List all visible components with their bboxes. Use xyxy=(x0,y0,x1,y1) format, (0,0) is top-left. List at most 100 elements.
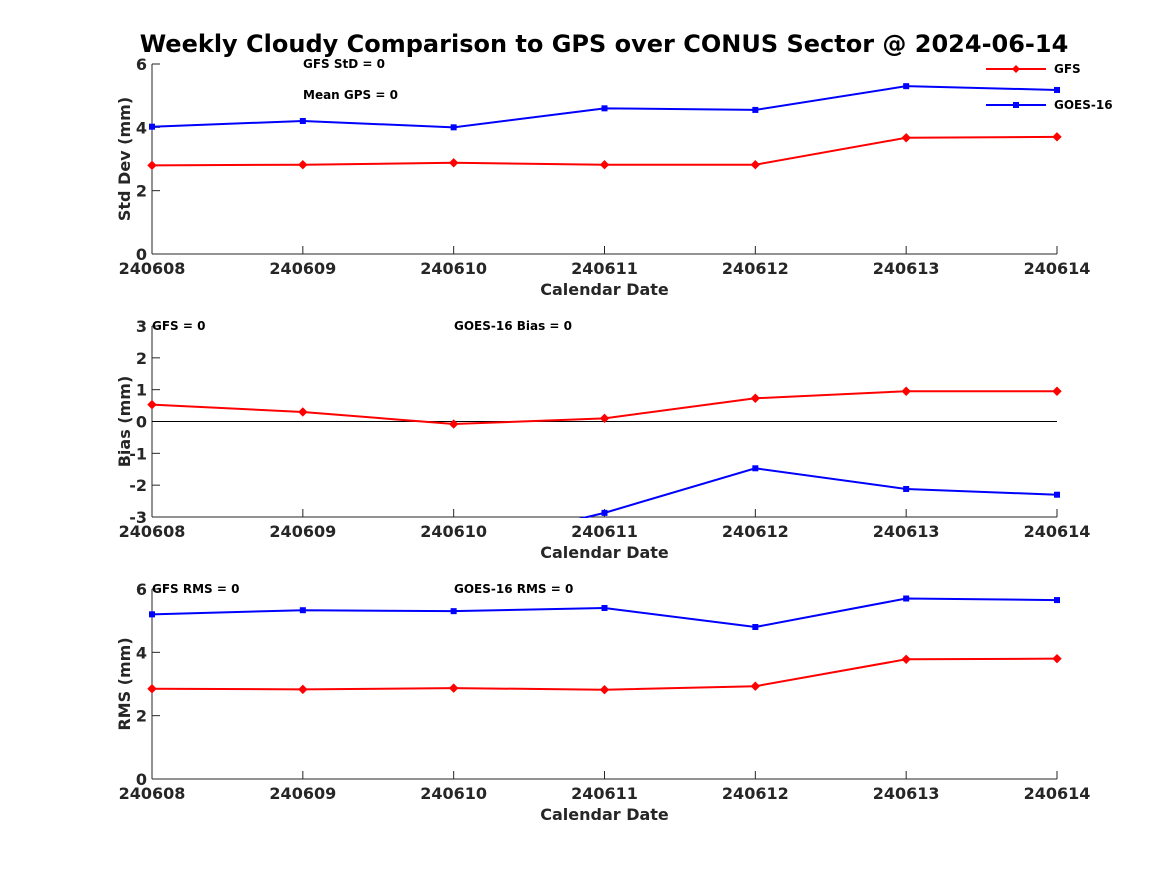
series-gfs xyxy=(147,132,1062,171)
annotation-text: GFS = 0 xyxy=(152,319,205,333)
x-axis-label: Calendar Date xyxy=(540,280,669,299)
data-point xyxy=(901,386,911,396)
annotation-text: Mean GPS = 0 xyxy=(303,88,398,102)
y-axis-label: RMS (mm) xyxy=(115,637,134,730)
x-tick-label: 240609 xyxy=(269,259,336,278)
data-point xyxy=(601,509,608,516)
x-tick-label: 240609 xyxy=(269,522,336,541)
y-tick-label: -2 xyxy=(129,476,147,495)
data-point xyxy=(448,419,459,429)
data-point xyxy=(299,118,306,124)
legend-label: GFS xyxy=(1054,62,1081,76)
x-tick-label: 240613 xyxy=(873,259,940,278)
annotation-text: GFS RMS = 0 xyxy=(152,582,239,596)
data-point xyxy=(601,605,608,611)
data-point xyxy=(752,624,759,630)
chart-panel-3: 0 2 4 6 240608 240609 240610 240611 240612 240613… xyxy=(115,580,1090,824)
legend-marker xyxy=(1012,65,1020,73)
annotation-text: GOES-16 Bias = 0 xyxy=(454,319,572,333)
x-tick-label: 240609 xyxy=(269,784,336,803)
data-point xyxy=(903,485,910,492)
y-tick-label: 0 xyxy=(136,413,147,432)
data-point xyxy=(903,83,910,90)
series-gfs xyxy=(147,653,1062,695)
data-point xyxy=(450,124,457,131)
legend: GFS GOES-16 xyxy=(986,62,1113,112)
data-point xyxy=(599,684,610,695)
data-point xyxy=(903,595,910,602)
legend-label: GOES-16 xyxy=(1054,98,1113,112)
y-tick-label: 2 xyxy=(136,182,147,201)
data-point xyxy=(147,399,157,410)
data-point xyxy=(149,123,155,130)
data-point xyxy=(298,684,308,695)
y-tick-label: 0 xyxy=(136,770,147,789)
data-point xyxy=(1052,132,1062,142)
x-tick-label: 240612 xyxy=(722,259,789,278)
x-tick-label: 240610 xyxy=(420,784,487,803)
chart-panel-1: 0 2 4 6 240608 240609 240610 240611 240612 240613… xyxy=(115,55,1090,299)
chart-panels: 0 2 4 6 240608 240609 240610 240611 240612 240613… xyxy=(115,55,1090,824)
x-tick-label: 240612 xyxy=(722,522,789,541)
data-point xyxy=(601,105,608,112)
legend-marker xyxy=(1013,102,1019,108)
data-point xyxy=(299,607,306,614)
x-tick-label: 240613 xyxy=(873,784,940,803)
data-point xyxy=(752,106,759,113)
x-tick-label: 240608 xyxy=(119,522,186,541)
data-point xyxy=(147,684,157,694)
x-tick-label: 240608 xyxy=(119,784,186,803)
series-line xyxy=(151,597,1058,629)
x-tick-label: 240611 xyxy=(571,522,638,541)
data-point xyxy=(752,465,759,472)
data-point xyxy=(298,407,308,417)
x-axis-label: Calendar Date xyxy=(540,543,669,562)
series-gfs xyxy=(147,386,1062,429)
x-tick-label: 240614 xyxy=(1024,522,1091,541)
data-point xyxy=(298,159,308,170)
x-axis-label: Calendar Date xyxy=(540,805,669,824)
data-point xyxy=(147,160,157,171)
data-point xyxy=(1054,597,1060,604)
data-point xyxy=(451,546,457,552)
series-goes-16 xyxy=(149,465,1060,571)
x-tick-label: 240614 xyxy=(1024,259,1091,278)
y-tick-label: 1 xyxy=(136,381,147,400)
data-point xyxy=(750,159,761,170)
y-tick-label: 6 xyxy=(136,55,147,74)
y-tick-label: 3 xyxy=(136,317,147,336)
x-tick-label: 240610 xyxy=(420,522,487,541)
data-point xyxy=(300,555,306,561)
x-tick-label: 240610 xyxy=(420,259,487,278)
series-goes-16 xyxy=(149,83,1060,131)
x-tick-label: 240613 xyxy=(873,522,940,541)
x-tick-label: 240612 xyxy=(722,784,789,803)
data-point xyxy=(750,393,761,403)
y-tick-label: 4 xyxy=(136,118,147,137)
x-tick-label: 240608 xyxy=(119,259,186,278)
chart-panel-2: -3 -2 -1 0 1 2 3 240608 240609 240610 240611 240612… xyxy=(115,317,1091,571)
y-tick-label: -1 xyxy=(129,444,147,463)
data-point xyxy=(901,654,911,665)
data-point xyxy=(1052,653,1062,664)
y-tick-label: -3 xyxy=(129,508,147,527)
legend-entry-gfs: GFS xyxy=(986,62,1081,76)
chart-title: Weekly Cloudy Comparison to GPS over CON… xyxy=(140,30,1069,58)
data-point xyxy=(149,611,155,618)
x-tick-label: 240611 xyxy=(571,259,638,278)
annotation-text: GOES-16 RMS = 0 xyxy=(454,582,573,596)
data-point xyxy=(750,681,761,691)
data-point xyxy=(450,608,457,615)
y-axis-label: Bias (mm) xyxy=(115,376,134,468)
data-point xyxy=(448,683,459,693)
x-tick-label: 240611 xyxy=(571,784,638,803)
data-point xyxy=(149,565,155,571)
y-tick-label: 0 xyxy=(136,245,147,264)
y-tick-label: 4 xyxy=(136,643,147,662)
data-point xyxy=(448,158,459,168)
x-tick-label: 240614 xyxy=(1024,784,1091,803)
data-point xyxy=(1054,491,1060,498)
data-point xyxy=(1052,386,1062,396)
y-tick-label: 6 xyxy=(136,580,147,599)
